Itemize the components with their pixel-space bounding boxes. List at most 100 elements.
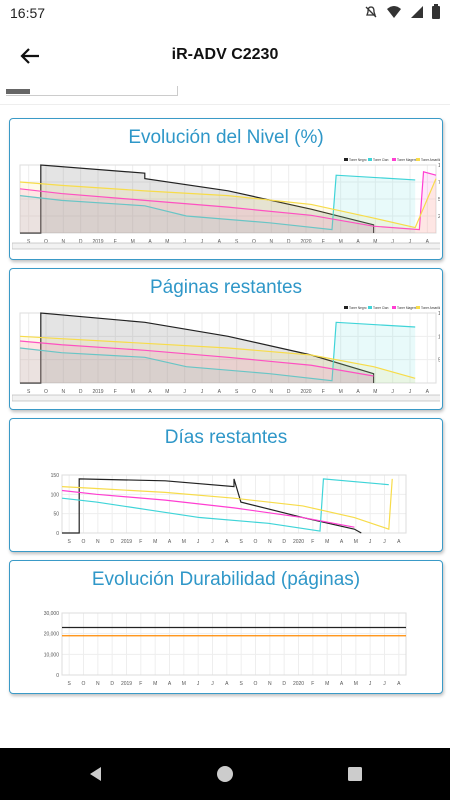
series-area xyxy=(20,341,374,383)
x-tick-label: N xyxy=(96,539,100,545)
x-tick-label: 2020 xyxy=(293,681,304,687)
series-line xyxy=(61,478,393,530)
series-line xyxy=(61,478,389,532)
x-tick-label: D xyxy=(287,389,291,395)
nav-home-icon[interactable] xyxy=(215,764,235,784)
scroll-indicator-fill xyxy=(6,89,31,94)
y-tick-label: 5000 xyxy=(438,358,440,364)
plot-frame xyxy=(61,474,407,534)
arrow-left-icon xyxy=(20,48,39,64)
x-tick-label: 2019 xyxy=(121,539,132,545)
x-tick-label: O xyxy=(44,389,48,395)
legend-label: Toner Amarillo xyxy=(421,158,440,162)
series-area xyxy=(20,336,416,383)
x-tick-label: J xyxy=(383,539,386,545)
legend-label: Toner Cian xyxy=(373,158,389,162)
x-tick-label: D xyxy=(79,239,83,245)
x-tick-label: D xyxy=(282,539,286,545)
x-tick-label: F xyxy=(311,539,314,545)
x-tick-label: D xyxy=(287,239,291,245)
x-tick-label: M xyxy=(339,239,343,245)
divider xyxy=(0,104,450,105)
x-tick-label: J xyxy=(211,681,214,687)
y-tick-label: 150 xyxy=(51,473,60,479)
x-tick-label: M xyxy=(165,239,169,245)
x-tick-label: N xyxy=(96,681,100,687)
x-tick-label: S xyxy=(239,539,243,545)
plot-frame xyxy=(19,164,437,234)
x-tick-label: O xyxy=(82,681,86,687)
series-line xyxy=(62,478,362,534)
x-tick-label: O xyxy=(252,239,256,245)
x-tick-label: J xyxy=(409,389,412,395)
chart-days-remaining: S O N D 2019 F M A M J J A S O N D 2020 F M A M J J A 0 50 100 150 xyxy=(51,473,407,545)
scroll-indicator xyxy=(6,86,178,96)
x-tick-label: S xyxy=(239,681,243,687)
navigation-bar xyxy=(0,748,450,800)
page-title: iR-ADV C2230 xyxy=(171,46,279,63)
x-tick-label: F xyxy=(139,539,142,545)
x-tick-label: A xyxy=(148,239,152,245)
legend-label: Toner Cian xyxy=(373,306,389,310)
y-tick-label: 30,000 xyxy=(44,611,60,617)
chart-level-evolution: SOND2019FMAMJJASOND2020FMAMJJA255075100T… xyxy=(12,158,440,250)
series-area xyxy=(20,313,374,383)
x-tick-label: S xyxy=(27,239,31,245)
x-tick-label: J xyxy=(197,681,200,687)
x-tick-label: 2020 xyxy=(293,539,304,545)
legend-swatch xyxy=(344,306,348,309)
nav-recents-icon[interactable] xyxy=(345,764,365,784)
x-tick-label: S xyxy=(235,239,239,245)
x-tick-label: M xyxy=(182,539,186,545)
legend-label: Toner Negro xyxy=(349,158,367,162)
x-tick-label: F xyxy=(139,681,142,687)
x-tick-label: J xyxy=(197,539,200,545)
y-tick-label: 10,000 xyxy=(44,652,60,658)
series-line xyxy=(19,178,437,229)
x-tick-label: D xyxy=(282,681,286,687)
x-tick-label: 2020 xyxy=(300,389,311,395)
series-area xyxy=(20,175,416,233)
series-line xyxy=(61,489,355,528)
legend-label: Toner Magenta xyxy=(397,306,418,310)
legend-label: Toner Magenta xyxy=(397,158,418,162)
x-tick-label: 2019 xyxy=(92,389,103,395)
x-tick-label: A xyxy=(225,539,229,545)
x-tick-label: N xyxy=(62,389,66,395)
x-tick-label: J xyxy=(211,539,214,545)
x-tick-label: A xyxy=(397,539,401,545)
app-bar: iR-ADV C2230 xyxy=(0,26,450,86)
x-tick-label: J xyxy=(369,681,372,687)
x-tick-label: F xyxy=(114,239,117,245)
x-tick-label: A xyxy=(168,681,172,687)
range-navigator xyxy=(12,394,440,402)
mute-icon xyxy=(365,5,377,17)
x-tick-label: 2019 xyxy=(121,681,132,687)
x-tick-label: M xyxy=(354,539,358,545)
series-line xyxy=(19,335,416,379)
card-days-remaining: Días restantes S O N D 2019 F M A M J J A S O N D 2020 F M… xyxy=(9,418,443,552)
legend-swatch xyxy=(416,306,420,309)
back-button[interactable] xyxy=(14,42,46,70)
battery-icon xyxy=(432,4,440,19)
y-tick-label: 0 xyxy=(56,531,59,537)
x-tick-label: A xyxy=(148,389,152,395)
legend-swatch xyxy=(368,158,372,161)
x-tick-label: M xyxy=(131,239,135,245)
card-title: Evolución Durabilidad (páginas) xyxy=(91,569,361,590)
x-tick-label: F xyxy=(114,389,117,395)
x-tick-label: J xyxy=(201,389,204,395)
x-tick-label: S xyxy=(235,389,239,395)
x-tick-label: M xyxy=(339,389,343,395)
y-tick-label: 100 xyxy=(51,492,60,498)
x-tick-label: 2020 xyxy=(300,239,311,245)
card-title: Evolución del Nivel (%) xyxy=(128,127,324,148)
series-line xyxy=(19,340,374,377)
x-tick-label: N xyxy=(270,239,274,245)
series-area xyxy=(20,322,416,383)
x-tick-label: F xyxy=(322,389,325,395)
x-tick-label: A xyxy=(397,681,401,687)
x-tick-label: 2019 xyxy=(92,239,103,245)
y-tick-label: 0 xyxy=(56,673,59,679)
nav-back-icon[interactable] xyxy=(86,764,106,784)
